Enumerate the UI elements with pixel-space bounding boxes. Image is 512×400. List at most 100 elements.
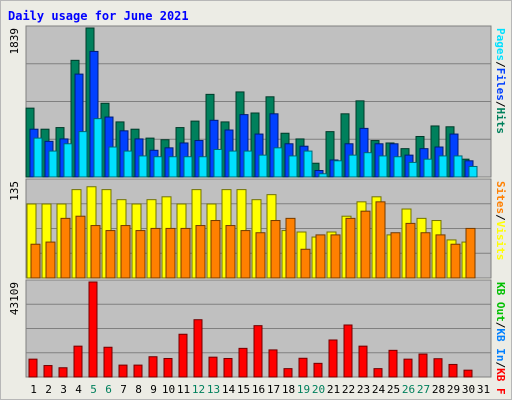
bar-pages-day-12 xyxy=(198,156,208,178)
bar-sites-day-28 xyxy=(435,234,446,279)
bar-kb-f-day-14 xyxy=(223,357,233,378)
bar-sites-day-29 xyxy=(450,243,461,279)
bar-sites-day-5 xyxy=(90,225,101,279)
x-tick-label-day-23: 23 xyxy=(357,383,370,396)
x-tick-label-day-29: 29 xyxy=(447,383,460,396)
bar-pages-day-14 xyxy=(228,150,238,178)
bar-kb-f-day-28 xyxy=(433,358,443,378)
bar-sites-day-30 xyxy=(465,227,476,279)
x-tick-label-day-26: 26 xyxy=(402,383,415,396)
bar-pages-day-26 xyxy=(408,161,418,178)
bar-sites-day-14 xyxy=(225,225,236,279)
bar-pages-day-23 xyxy=(363,152,373,178)
bar-kb-f-day-29 xyxy=(448,363,458,378)
bar-pages-day-20 xyxy=(318,173,328,178)
bar-sites-day-17 xyxy=(270,220,281,279)
bar-pages-day-3 xyxy=(63,143,73,178)
x-tick-label-day-1: 1 xyxy=(30,383,37,396)
bar-kb-f-day-17 xyxy=(268,349,278,378)
bar-sites-day-18 xyxy=(285,217,296,279)
bar-kb-f-day-6 xyxy=(103,346,113,378)
kbytes-panel: 43109 KB Out/KB In/KB F xyxy=(8,279,507,395)
x-tick-label-day-6: 6 xyxy=(105,383,112,396)
bar-kb-f-day-3 xyxy=(58,367,68,378)
bar-sites-day-25 xyxy=(390,232,401,279)
x-tick-label-day-24: 24 xyxy=(372,383,386,396)
legend-label: KB Out/KB In/KB F xyxy=(494,282,507,395)
bar-sites-day-6 xyxy=(105,230,116,279)
bar-sites-day-1 xyxy=(30,243,41,279)
bar-sites-day-21 xyxy=(330,234,341,279)
x-tick-label-day-31: 31 xyxy=(477,383,490,396)
bar-sites-day-16 xyxy=(255,232,266,279)
bar-pages-day-29 xyxy=(453,155,463,178)
bar-kb-f-day-10 xyxy=(163,357,173,378)
x-tick-label-day-30: 30 xyxy=(462,383,475,396)
x-tick-label-day-17: 17 xyxy=(267,383,280,396)
x-tick-label-day-21: 21 xyxy=(327,383,340,396)
bar-sites-day-2 xyxy=(45,241,56,279)
bar-sites-day-9 xyxy=(150,227,161,279)
bar-pages-day-10 xyxy=(168,156,178,178)
bar-sites-day-11 xyxy=(180,227,191,279)
bar-pages-day-15 xyxy=(243,150,253,178)
x-tick-label-day-10: 10 xyxy=(162,383,175,396)
chart-title: Daily usage for June 2021 xyxy=(8,9,189,23)
bar-pages-day-13 xyxy=(213,148,223,178)
bar-pages-day-4 xyxy=(78,131,88,178)
x-tick-label-day-25: 25 xyxy=(387,383,400,396)
x-tick-label-day-28: 28 xyxy=(432,383,445,396)
bar-kb-f-day-8 xyxy=(133,364,143,378)
bar-kb-f-day-5 xyxy=(88,281,98,378)
bar-kb-f-day-18 xyxy=(283,368,293,378)
bar-kb-f-day-4 xyxy=(73,345,83,378)
x-tick-label-day-27: 27 xyxy=(417,383,430,396)
bar-kb-f-day-26 xyxy=(403,358,413,378)
bar-kb-f-day-30 xyxy=(463,369,473,378)
bar-pages-day-25 xyxy=(393,156,403,178)
x-tick-label-day-2: 2 xyxy=(45,383,52,396)
bar-pages-day-6 xyxy=(108,146,118,178)
bar-kb-f-day-2 xyxy=(43,365,53,378)
bar-pages-day-18 xyxy=(288,155,298,178)
bar-pages-day-5 xyxy=(93,118,103,178)
bar-pages-day-2 xyxy=(48,150,58,178)
bar-sites-day-10 xyxy=(165,227,176,279)
bar-sites-day-7 xyxy=(120,225,131,279)
bar-sites-day-26 xyxy=(405,222,416,279)
x-tick-label-day-16: 16 xyxy=(252,383,265,396)
bar-kb-f-day-9 xyxy=(148,356,158,378)
bar-pages-day-30 xyxy=(468,165,478,178)
bar-sites-day-3 xyxy=(60,217,71,279)
bar-sites-day-19 xyxy=(300,248,311,279)
visits-sites-panel: 135 Sites/Visits xyxy=(8,178,507,279)
bar-pages-day-17 xyxy=(273,147,283,178)
x-tick-label-day-13: 13 xyxy=(207,383,220,396)
bar-kb-f-day-19 xyxy=(298,357,308,378)
bar-sites-day-24 xyxy=(375,201,386,279)
bar-pages-day-7 xyxy=(123,150,133,178)
bar-kb-f-day-27 xyxy=(418,353,428,378)
x-tick-label-day-11: 11 xyxy=(177,383,190,396)
bar-kb-f-day-13 xyxy=(208,356,218,378)
bar-kb-f-day-23 xyxy=(358,345,368,378)
bar-sites-day-27 xyxy=(420,232,431,279)
bar-sites-day-20 xyxy=(315,234,326,279)
bar-kb-f-day-16 xyxy=(253,325,263,378)
bar-sites-day-12 xyxy=(195,225,206,279)
bar-pages-day-27 xyxy=(423,158,433,178)
bar-kb-f-day-1 xyxy=(28,358,38,378)
max-value-label: 1839 xyxy=(8,28,21,55)
x-tick-label-day-15: 15 xyxy=(237,383,250,396)
bar-pages-day-28 xyxy=(438,155,448,178)
bar-kb-f-day-25 xyxy=(388,349,398,378)
x-tick-label-day-20: 20 xyxy=(312,383,325,396)
bar-sites-day-23 xyxy=(360,210,371,279)
bar-kb-f-day-22 xyxy=(343,324,353,378)
bar-pages-day-24 xyxy=(378,155,388,178)
x-tick-label-day-12: 12 xyxy=(192,383,205,396)
bar-sites-day-15 xyxy=(240,230,251,279)
max-value-label: 135 xyxy=(8,181,21,201)
bar-pages-day-21 xyxy=(333,160,343,178)
